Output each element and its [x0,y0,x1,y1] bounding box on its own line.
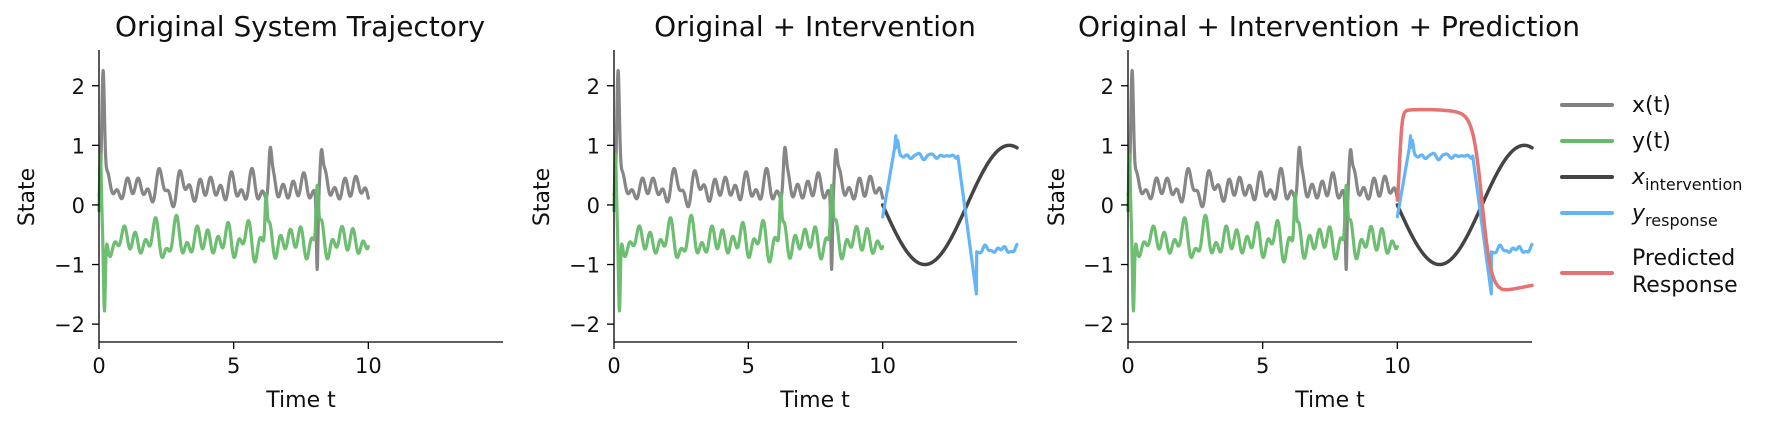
series-layer [612,68,1019,313]
x-tick-label: 10 [1384,354,1411,378]
y-tick-label: 0 [1101,194,1114,218]
y-tick-label: −2 [569,313,600,337]
legend-base-x-intervention: x [1631,165,1646,190]
y-tick-label: −1 [54,254,85,278]
y-tick-label: 1 [587,134,600,158]
series-layer [1126,68,1534,313]
ticks: 0 5 10 −2 −1 0 1 2 [54,75,382,378]
panel-prediction: Original + Intervention + Prediction 0 5 1… [1045,10,1580,413]
series-line-y [612,152,885,313]
legend: x(t) y(t) xintervention yresponse Predic… [1560,93,1742,298]
x-axis-label: Time t [1294,388,1365,413]
series-line-xi [880,143,1019,267]
y-tick-label: 1 [72,134,85,158]
y-tick-label: −1 [1083,254,1114,278]
x-tick-label: 5 [227,354,240,378]
legend-label-predicted-line1: Predicted [1632,246,1735,271]
x-tick-label: 0 [92,354,105,378]
legend-base-y-response: y [1631,201,1646,226]
y-axis-label: State [15,168,40,226]
chart-title: Original + Intervention [654,10,976,43]
series-line-xi [1395,143,1534,267]
y-axis-label: State [530,168,555,226]
panel-original: Original System Trajectory 0 5 10 −2 −1 0 1 2 T… [15,10,503,413]
x-tick-label: 0 [1121,354,1134,378]
y-tick-label: −2 [1083,313,1114,337]
legend-label-y-response: yresponse [1631,201,1718,230]
legend-entry-predicted: Predicted Response [1560,246,1738,298]
legend-entry-x: x(t) [1560,93,1671,118]
series-line-x [1126,68,1399,271]
series-layer [97,68,370,313]
legend-entry-y-response: yresponse [1560,201,1718,230]
y-tick-label: 2 [1101,75,1114,99]
legend-entry-y: y(t) [1560,129,1671,154]
series-line-y [97,152,370,313]
x-axis-label: Time t [265,388,336,413]
y-tick-label: −2 [54,313,85,337]
series-line-x [97,68,370,271]
chart-title: Original + Intervention + Prediction [1078,10,1580,43]
x-axis-label: Time t [779,388,850,413]
ticks: 0 5 10 −2 −1 0 1 2 [1083,75,1411,378]
series-line-yr [881,134,1019,296]
ticks: 0 5 10 −2 −1 0 1 2 [569,75,896,378]
x-tick-label: 5 [742,354,755,378]
legend-sub-x-intervention: intervention [1645,175,1742,194]
chart-title: Original System Trajectory [115,10,485,43]
series-line-yr [1395,134,1534,296]
legend-entry-x-intervention: xintervention [1560,165,1742,194]
series-line-pred [1395,107,1534,292]
y-tick-label: 0 [587,194,600,218]
legend-label-x: x(t) [1632,93,1671,118]
x-tick-label: 0 [607,354,620,378]
x-tick-label: 5 [1256,354,1269,378]
y-tick-label: 2 [72,75,85,99]
x-tick-label: 10 [869,354,896,378]
legend-sub-y-response: response [1645,211,1718,230]
y-tick-label: 0 [72,194,85,218]
y-tick-label: −1 [569,254,600,278]
y-tick-label: 2 [587,75,600,99]
y-axis-label: State [1045,168,1070,226]
y-tick-label: 1 [1101,134,1114,158]
legend-label-predicted-line2: Response [1632,273,1738,298]
series-line-x [612,68,885,271]
legend-label-y: y(t) [1632,129,1671,154]
panel-intervention: Original + Intervention 0 5 10 −2 −1 0 1 2 Time… [530,10,1019,413]
series-line-y [1126,152,1399,313]
legend-label-x-intervention: xintervention [1631,165,1742,194]
x-tick-label: 10 [355,354,382,378]
